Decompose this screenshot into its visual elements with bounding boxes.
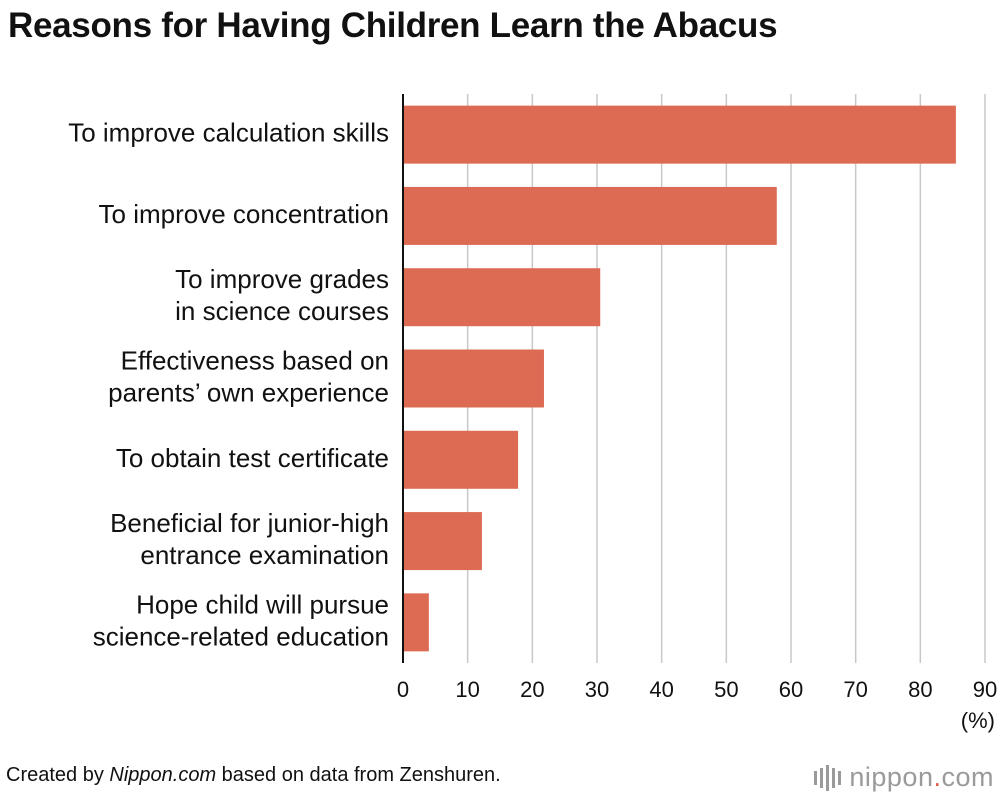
category-label-5: To obtain test certificate — [116, 443, 389, 473]
category-label-line: To improve grades — [175, 264, 389, 294]
category-label-3: To improve grades in science courses — [175, 264, 389, 326]
chart-title: Reasons for Having Children Learn the Ab… — [8, 6, 778, 45]
source-brand: Nippon.com — [109, 764, 217, 786]
category-label-line: To improve calculation skills — [68, 118, 389, 148]
bar-7 — [403, 593, 429, 652]
tick-label-20: 20 — [520, 677, 544, 702]
nippon-logo: nippon.com — [814, 762, 994, 793]
tick-label-80: 80 — [908, 677, 932, 702]
logo-dot: . — [933, 762, 942, 792]
category-label-2: To improve concentration — [99, 199, 389, 229]
source-note: Created by Nippon.com based on data from… — [6, 764, 501, 787]
category-label-4: Effectiveness based on parents’ own exper… — [108, 345, 389, 407]
bar-3 — [403, 268, 601, 327]
logo-text-right: com — [941, 762, 994, 792]
tick-label-60: 60 — [779, 677, 803, 702]
logo-text-left: nippon — [849, 762, 934, 792]
category-label-line: Beneficial for junior-high — [110, 508, 389, 538]
bar-6 — [403, 512, 482, 571]
category-label-line: science-related education — [93, 621, 389, 651]
bar-2 — [403, 186, 777, 245]
category-label-7: Hope child will pursue science-related ed… — [93, 589, 389, 651]
category-label-1: To improve calculation skills — [68, 118, 389, 148]
tick-label-0: 0 — [397, 677, 409, 702]
category-label-line: To improve concentration — [99, 199, 389, 229]
tick-label-30: 30 — [585, 677, 609, 702]
logo-mark-icon — [814, 764, 842, 791]
tick-label-10: 10 — [455, 677, 479, 702]
source-prefix: Created by — [6, 764, 110, 786]
category-label-line: in science courses — [175, 296, 389, 326]
category-label-line: Effectiveness based on — [121, 345, 389, 375]
tick-label-50: 50 — [714, 677, 738, 702]
category-label-line: To obtain test certificate — [116, 443, 389, 473]
source-suffix: based on data from Zenshuren. — [216, 764, 501, 786]
category-label-line: Hope child will pursue — [136, 589, 389, 619]
bar-5 — [403, 430, 519, 489]
unit-label: (%) — [961, 708, 995, 733]
bar-4 — [403, 349, 544, 408]
category-label-line: entrance examination — [140, 540, 389, 570]
tick-label-40: 40 — [649, 677, 673, 702]
category-label-6: Beneficial for junior-high entrance exami… — [110, 508, 389, 570]
bar-1 — [403, 105, 956, 164]
category-label-line: parents’ own experience — [108, 377, 389, 407]
tick-label-70: 70 — [843, 677, 867, 702]
tick-label-90: 90 — [973, 677, 997, 702]
